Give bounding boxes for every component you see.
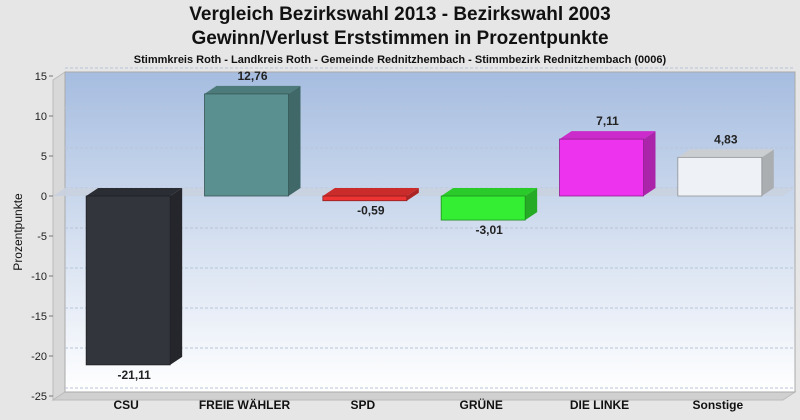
bar-value-label: 4,83 — [714, 132, 738, 146]
y-axis-label: Prozentpunkte — [11, 193, 25, 271]
plot-area — [64, 71, 796, 393]
x-tick-label: DIE LINKE — [570, 398, 629, 412]
bar-top — [559, 131, 656, 140]
bar-front — [85, 195, 171, 366]
bar-side — [170, 188, 183, 365]
bar-grüne: -3,01 — [440, 188, 538, 237]
chart-title-line2: Gewinn/Verlust Erststimmen in Prozentpun… — [191, 28, 609, 49]
bar-front — [204, 93, 289, 197]
bar-side — [288, 85, 301, 196]
bar-top — [441, 188, 538, 196]
x-tick-label: FREIE WÄHLER — [199, 397, 291, 412]
y-tick-label: 10 — [35, 111, 47, 123]
plot-left-wall — [52, 71, 66, 401]
bar-value-label: -0,59 — [357, 204, 385, 218]
bar-value-label: 7,11 — [596, 114, 619, 128]
bar-top — [677, 149, 774, 158]
y-tick-label: -25 — [31, 391, 47, 403]
bar-side — [525, 188, 538, 221]
grid-lines — [65, 67, 795, 389]
bar-front — [677, 156, 763, 197]
bar-side — [761, 149, 774, 196]
bar-value-label: -3,01 — [475, 223, 503, 237]
bar-value-label: -21,11 — [117, 368, 151, 382]
y-axis: 15 10 5 0 -5 -10 -15 -20 -25 — [31, 71, 53, 403]
bar-front — [559, 138, 644, 197]
bar-side — [406, 188, 419, 201]
y-tick-label: -20 — [31, 351, 47, 363]
bars: -21,11 12,76 -0,59 -3,01 7,11 4,83 — [85, 69, 774, 382]
y-tick-label: 0 — [41, 191, 47, 203]
bar-sonstige: 4,83 — [677, 132, 774, 197]
bar-top — [204, 85, 301, 94]
bar-top — [86, 188, 183, 196]
bar-spd: -0,59 — [322, 188, 419, 218]
y-tick-label: -15 — [31, 311, 47, 323]
bar-value-label: 12,76 — [237, 69, 267, 83]
x-tick-label: CSU — [113, 398, 138, 412]
x-tick-label: GRÜNE — [459, 397, 502, 412]
y-tick-label: 5 — [41, 151, 47, 163]
y-tick-label: 15 — [35, 71, 47, 83]
y-tick-label: -5 — [37, 231, 47, 243]
bar-top — [322, 188, 419, 196]
bar-front — [440, 195, 526, 221]
chart-title: Vergleich Bezirkswahl 2013 - Bezirkswahl… — [189, 4, 611, 25]
bar-side — [643, 131, 656, 196]
plot-floor — [51, 391, 797, 401]
bar-front — [322, 195, 408, 202]
x-tick-label: SPD — [350, 398, 375, 412]
chart-subtitle: Stimmkreis Roth - Landkreis Roth - Gemei… — [133, 54, 667, 66]
bar-freie-wähler: 12,76 — [204, 69, 301, 197]
x-axis-labels: CSU FREIE WÄHLER SPD GRÜNE DIE LINKE Sonstige — [113, 397, 743, 412]
x-tick-label: Sonstige — [692, 398, 743, 412]
bar-die-linke: 7,11 — [559, 114, 656, 197]
y-tick-label: -10 — [31, 271, 47, 283]
bar-csu: -21,11 — [85, 188, 183, 382]
